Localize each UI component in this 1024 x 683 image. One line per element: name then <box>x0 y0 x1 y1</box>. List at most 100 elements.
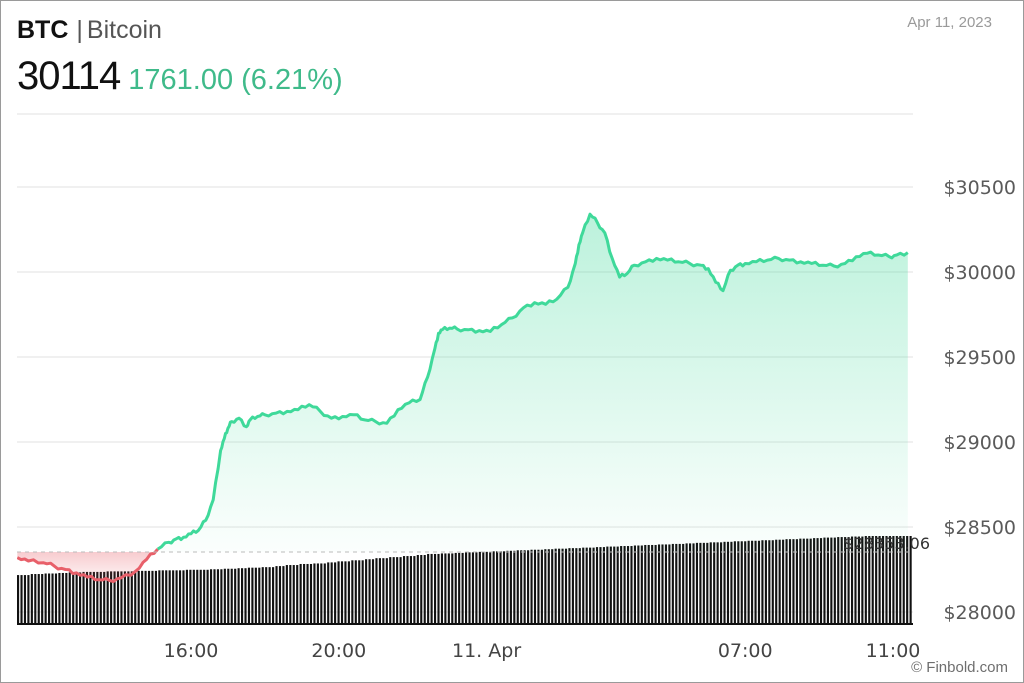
volume-bar <box>744 541 747 624</box>
volume-bar <box>237 568 240 624</box>
volume-bar <box>702 542 705 624</box>
volume-bar <box>761 540 764 624</box>
volume-bar <box>282 566 285 624</box>
volume-bar <box>771 540 774 624</box>
volume-bar <box>606 546 609 624</box>
volume-bar <box>616 546 619 624</box>
volume-bar <box>847 537 850 624</box>
volume-bar <box>272 567 275 624</box>
volume-bar <box>537 549 540 624</box>
volume-bar <box>351 560 354 624</box>
volume-bar <box>396 557 399 624</box>
finbold-watermark: © Finbold.com <box>911 659 1008 676</box>
volume-bar <box>296 565 299 624</box>
current-price: 30114 <box>17 54 121 98</box>
volume-bar <box>561 548 564 624</box>
volume-bar <box>389 557 392 624</box>
volume-bar <box>892 536 895 624</box>
volume-bar <box>206 569 209 624</box>
volume-bar <box>447 553 450 624</box>
volume-bar <box>640 545 643 624</box>
volume-bar <box>289 565 292 624</box>
volume-bar <box>420 555 423 624</box>
volume-bar <box>533 549 537 624</box>
volume-bar <box>520 550 523 624</box>
volume-bar <box>689 543 692 624</box>
volume-bar <box>258 567 261 624</box>
volume-bar <box>558 548 561 624</box>
volume-bar <box>123 571 126 624</box>
volume-bar <box>203 569 206 624</box>
volume-bar <box>809 538 812 624</box>
volume-bar <box>306 563 309 624</box>
volume-bar <box>630 546 633 624</box>
volume-bar <box>651 544 654 624</box>
volume-bar <box>585 547 588 624</box>
volume-bar <box>716 542 719 624</box>
volume-bar <box>868 536 871 624</box>
y-tick-label: $29000 <box>943 432 1016 454</box>
volume-bar <box>540 549 543 624</box>
volume-bar <box>72 572 75 624</box>
volume-bar <box>265 567 268 624</box>
volume-bar <box>199 569 202 624</box>
volume-bar <box>365 559 368 624</box>
volume-bar <box>906 536 909 624</box>
volume-bar <box>720 542 723 624</box>
volume-bar <box>247 567 251 624</box>
y-tick-label: $29500 <box>943 347 1016 369</box>
asset-name: Bitcoin <box>86 16 162 44</box>
volume-bar <box>358 560 361 624</box>
volume-bar <box>130 571 133 624</box>
volume-bar <box>213 569 216 624</box>
volume-bar <box>661 544 664 624</box>
y-tick-label: $30000 <box>943 262 1016 284</box>
volume-bar <box>806 538 809 624</box>
volume-bar <box>878 536 881 624</box>
volume-bar <box>523 550 526 624</box>
volume-bar <box>309 563 313 624</box>
volume-bar <box>578 548 581 624</box>
x-axis-ticks: 16:00 20:00 11. Apr 07:00 11:00 <box>164 640 921 662</box>
volume-bar <box>737 541 740 624</box>
volume-bar <box>58 572 61 624</box>
volume-bar <box>110 571 113 624</box>
volume-bar <box>613 546 616 624</box>
volume-bar <box>527 550 530 624</box>
volume-bar <box>692 543 695 624</box>
volume-bar <box>799 538 802 624</box>
volume-bar <box>895 536 898 624</box>
volume-bar <box>706 542 709 624</box>
volume-bar <box>826 537 829 624</box>
volume-bar <box>37 574 40 624</box>
volume-bar <box>23 575 27 624</box>
reference-line-group: $28353.06 <box>17 534 930 553</box>
volume-bar <box>185 569 188 624</box>
volume-bar <box>327 562 330 624</box>
volume-bar <box>823 537 826 624</box>
volume-bar <box>751 540 754 624</box>
volume-bar <box>830 537 833 624</box>
volume-bar <box>454 552 457 624</box>
volume-bar <box>730 541 733 624</box>
x-tick-label: 11. Apr <box>452 640 521 662</box>
volume-bar <box>340 561 344 624</box>
volume-bar <box>313 563 316 624</box>
volume-bar <box>475 552 478 624</box>
volume-bar <box>172 570 175 624</box>
volume-bar <box>819 538 823 624</box>
volume-bar <box>158 570 161 624</box>
volume-bar <box>837 537 840 624</box>
volume-bar <box>788 539 792 624</box>
volume-bar <box>409 556 412 624</box>
volume-bar <box>451 553 454 624</box>
volume-bar <box>530 549 533 624</box>
volume-bar <box>468 552 471 624</box>
volume-bar <box>740 541 743 624</box>
volume-bar <box>633 545 636 624</box>
volume-bar <box>813 538 816 624</box>
volume-bar <box>909 536 912 624</box>
volume-bar <box>165 570 168 624</box>
volume-bar <box>885 536 888 624</box>
volume-bar <box>378 558 381 624</box>
